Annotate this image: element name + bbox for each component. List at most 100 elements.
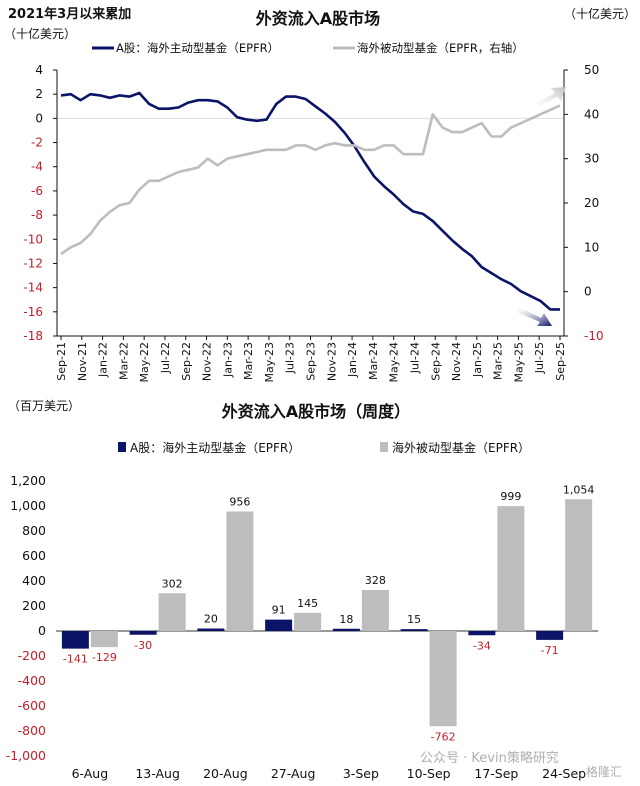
x-tick-label: Jan-23 <box>221 342 234 378</box>
line-chart-title: 外资流入A股市场 <box>255 9 380 28</box>
bar-x-tick-label: 6-Aug <box>72 766 109 781</box>
bar-value-label: 20 <box>204 613 218 626</box>
bar-x-tick-label: 27-Aug <box>271 766 316 781</box>
bar-x-tick-label: 24-Sep <box>542 766 586 781</box>
x-tick-label: May-22 <box>138 342 151 383</box>
x-tick-label: Jan-25 <box>471 342 484 378</box>
bar-value-label: -129 <box>92 651 117 664</box>
x-tick-label: Jan-22 <box>97 342 110 378</box>
x-tick-label: Nov-23 <box>325 342 338 381</box>
bar-passive <box>90 631 118 648</box>
x-tick-label: May-23 <box>263 342 276 383</box>
bar-value-label: -30 <box>134 639 152 652</box>
line-legend: A股：海外主动型基金（EPFR） 海外被动型基金（EPFR，右轴） <box>92 41 524 55</box>
watermark-wechat: 公众号 · Kevin策略研究 <box>420 750 559 766</box>
bar-passive <box>294 612 322 631</box>
right-tick-label: 50 <box>584 63 599 77</box>
bar-value-label: 302 <box>162 577 183 590</box>
bar-y-tick-label: -800 <box>18 723 46 738</box>
line-plot-area: 420-2-4-6-8-10-12-14-16-1850403020100-10… <box>23 63 603 383</box>
x-tick-label: Nov-22 <box>201 342 214 381</box>
left-tick-label: -4 <box>31 160 43 174</box>
bar-x-tick-label: 13-Aug <box>135 766 180 781</box>
x-tick-label: Jul-25 <box>533 342 546 374</box>
bar-value-label: 1,054 <box>563 483 595 496</box>
bar-passive <box>565 499 593 631</box>
left-tick-label: -6 <box>31 184 43 198</box>
bar-y-tick-label: 0 <box>38 623 46 638</box>
x-tick-label: Sep-24 <box>429 342 442 381</box>
x-tick-label: Mar-22 <box>117 342 130 380</box>
bar-value-label: -71 <box>541 644 559 657</box>
legend-swatch-passive-bar <box>380 442 388 452</box>
bar-y-tick-label: 1,200 <box>10 473 46 488</box>
bar-x-tick-label: 10-Sep <box>407 766 451 781</box>
bar-value-label: 328 <box>365 574 386 587</box>
left-tick-label: -14 <box>23 281 43 295</box>
left-tick-label: -8 <box>31 208 43 222</box>
series-line-passive <box>60 104 561 256</box>
bar-y-tick-label: -1,000 <box>6 748 46 763</box>
down-arrow-icon <box>517 307 552 326</box>
bar-value-label: 15 <box>407 613 421 626</box>
x-tick-label: Jan-24 <box>346 342 359 378</box>
bar-legend: A股：海外主动型基金（EPFR） 海外被动型基金（EPFR） <box>118 440 530 455</box>
series-line-active <box>60 91 560 311</box>
right-axis-unit: （十亿美元） <box>564 6 636 21</box>
bar-active <box>468 631 496 636</box>
bar-value-label: 18 <box>339 613 353 626</box>
left-tick-label: 0 <box>35 111 43 125</box>
right-tick-label: 20 <box>584 196 599 210</box>
bar-passive <box>226 511 254 631</box>
bar-value-label: 91 <box>272 604 286 617</box>
x-tick-label: May-25 <box>512 342 525 383</box>
right-tick-label: 0 <box>584 285 592 299</box>
x-tick-label: Nov-21 <box>76 342 89 381</box>
bar-active <box>536 631 564 640</box>
left-axis-unit: （十亿美元） <box>4 26 76 41</box>
legend-label-passive: 海外被动型基金（EPFR，右轴） <box>357 41 524 55</box>
bar-y-tick-label: 200 <box>22 598 46 613</box>
bar-y-tick-label: 400 <box>22 573 46 588</box>
bar-chart-title: 外资流入A股市场（周度） <box>221 402 410 421</box>
bar-active <box>400 629 428 631</box>
x-tick-label: Sep-21 <box>55 342 68 381</box>
top-left-note: 2021年3月以来累加 <box>8 6 131 22</box>
legend-label-passive-bar: 海外被动型基金（EPFR） <box>392 440 530 455</box>
bar-plot-area: 1,200 1,000 800 600 400 200 0 -200 -400 -600 -800 -… <box>6 473 598 781</box>
bar-x-tick-label: 17-Sep <box>474 766 518 781</box>
bar-y-tick-label: 1,000 <box>10 498 46 513</box>
left-tick-label: -18 <box>23 329 43 343</box>
up-arrow-icon <box>533 87 566 109</box>
x-tick-label: Sep-25 <box>554 342 567 381</box>
bar-x-tick-label: 20-Aug <box>203 766 248 781</box>
legend-swatch-active-bar <box>118 442 126 452</box>
left-tick-label: 4 <box>35 63 43 77</box>
x-tick-label: Jul-24 <box>408 342 421 374</box>
x-tick-label: Sep-23 <box>305 342 318 381</box>
x-tick-label: Jul-23 <box>284 342 297 374</box>
left-tick-label: -12 <box>23 256 43 270</box>
bar-value-label: 145 <box>297 597 318 610</box>
left-tick-label: -2 <box>31 136 43 150</box>
bar-y-tick-label: -200 <box>18 648 46 663</box>
bar-value-label: -141 <box>63 653 88 666</box>
left-tick-label: -16 <box>23 305 43 319</box>
legend-label-active: A股：海外主动型基金（EPFR） <box>116 41 279 55</box>
bar-y-tick-label: 600 <box>22 548 46 563</box>
x-tick-label: May-24 <box>388 342 401 383</box>
bar-passive <box>429 631 457 727</box>
bar-value-label: 999 <box>500 490 521 503</box>
x-tick-label: Jul-22 <box>159 342 172 374</box>
bar-active <box>332 628 360 631</box>
bar-passive <box>158 593 186 631</box>
bar-y-tick-label: 800 <box>22 523 46 538</box>
bar-passive <box>361 590 389 631</box>
x-tick-label: Mar-25 <box>492 342 505 380</box>
bar-y-tick-label: -400 <box>18 673 46 688</box>
bar-y-tick-label: -600 <box>18 698 46 713</box>
right-tick-label: 10 <box>584 240 599 254</box>
bar-value-label: -34 <box>473 639 491 652</box>
right-tick-label: 30 <box>584 152 599 166</box>
